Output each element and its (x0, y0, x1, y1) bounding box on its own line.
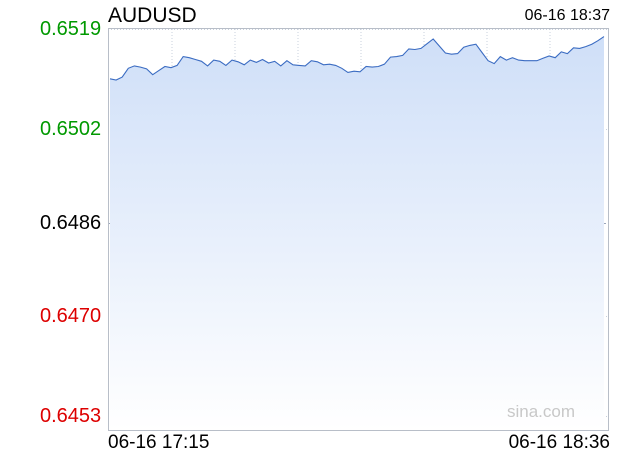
x-tick-label: 06-16 17:15 (108, 432, 210, 453)
watermark: sina.com (507, 402, 576, 421)
y-tick-label: 0.6502 (40, 117, 102, 140)
quote-timestamp: 06-16 18:37 (524, 7, 610, 24)
chart-title: AUDUSD (108, 4, 197, 27)
plot-frame (108, 28, 609, 431)
y-tick-label: 0.6453 (40, 405, 102, 427)
y-tick-label: 0.6519 (40, 18, 102, 40)
x-tick-label: 06-16 18:36 (508, 432, 610, 453)
y-tick-label: 0.6470 (40, 305, 102, 328)
price-area-fill (110, 36, 604, 430)
price-line (109, 36, 605, 81)
y-tick-label: 0.6486 (40, 211, 102, 234)
